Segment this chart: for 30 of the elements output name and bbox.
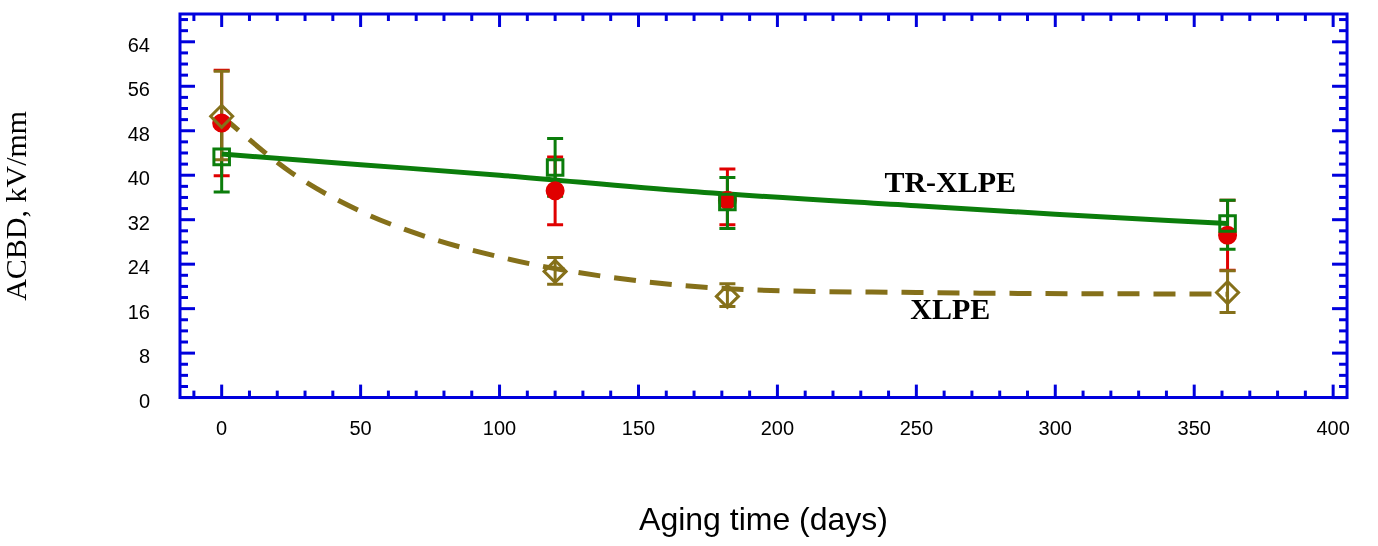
point (1218, 214, 1237, 233)
y-tick-label: 64 (127, 33, 150, 56)
point (212, 147, 231, 167)
point (209, 103, 235, 129)
x-axis-title: Aging time (days) (639, 500, 889, 537)
x-tick-label: 300 (1038, 417, 1072, 440)
y-tick-label: 48 (127, 122, 150, 145)
series-label: TR-XLPE (884, 164, 1017, 198)
y-tick-label: 0 (138, 389, 150, 412)
point (542, 258, 568, 284)
x-tick-label: 400 (1316, 417, 1350, 440)
y-tick-label: 24 (127, 256, 150, 279)
x-tick-label: 250 (899, 417, 934, 440)
y-tick-label: 56 (127, 78, 150, 101)
x-tick-label: 100 (482, 417, 517, 440)
y-tick-label: 32 (127, 211, 150, 234)
x-tick-label: 200 (760, 417, 795, 440)
point (714, 283, 740, 309)
x-tick-label: 0 (216, 417, 228, 440)
y-axis-title: ACBD, kV/mm (0, 110, 32, 301)
x-tick-label: 150 (621, 417, 656, 440)
x-tick-label: 50 (349, 417, 372, 440)
x-tick-label: 350 (1177, 417, 1211, 440)
point (545, 158, 565, 177)
y-tick-label: 40 (127, 167, 150, 190)
y-tick-label: 8 (138, 345, 150, 368)
series-label: XLPE (910, 291, 991, 325)
point (545, 181, 565, 201)
point (1215, 280, 1241, 306)
y-tick-label: 16 (127, 300, 150, 323)
